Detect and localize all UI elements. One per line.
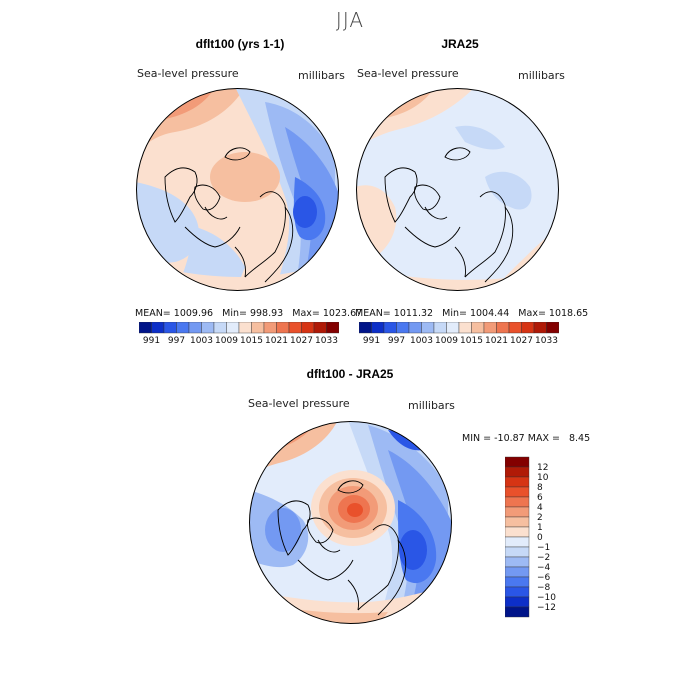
obs-colorbar-swatch — [521, 322, 535, 334]
model-colorbar-swatch — [188, 322, 202, 334]
obs-colorbar-swatch — [533, 322, 547, 334]
diff-colorbar-tick-label: 6 — [537, 493, 543, 503]
diff-colorbar-tick-label: 12 — [537, 463, 548, 473]
model-colorbar-swatch — [326, 322, 339, 334]
model-colorbar-tick-label: 997 — [168, 336, 185, 344]
model-colorbar-swatch — [313, 322, 327, 334]
diff-colorbar-swatch — [505, 506, 530, 518]
obs-colorbar-swatch — [446, 322, 460, 334]
obs-units-label: millibars — [518, 69, 565, 82]
model-colorbar-tick-label: 1015 — [240, 336, 263, 344]
diff-polar-map — [249, 421, 452, 624]
obs-colorbar-swatch — [408, 322, 422, 334]
obs-colorbar-swatch — [546, 322, 559, 334]
obs-colorbar-tick-label: 1009 — [435, 336, 458, 344]
diff-units-label: millibars — [408, 399, 455, 412]
diff-colorbar-tick-label: −10 — [537, 593, 556, 603]
obs-colorbar-swatch — [371, 322, 385, 334]
obs-colorbar: 991 997 1003 1009 1015 1021 1027 1033 — [359, 322, 559, 344]
diff-colorbar-swatch — [505, 546, 530, 558]
diff-colorbar-tick-label: 8 — [537, 483, 543, 493]
obs-colorbar-tick-label: 991 — [363, 336, 380, 344]
model-colorbar-tick-label: 1021 — [265, 336, 288, 344]
obs-polar-map — [356, 88, 559, 291]
obs-colorbar-tick-label: 1021 — [485, 336, 508, 344]
diff-colorbar-swatch — [505, 606, 530, 618]
model-variable-label: Sea-level pressure — [137, 67, 239, 80]
model-colorbar-swatch — [201, 322, 215, 334]
diff-colorbar-swatch — [505, 456, 530, 468]
model-units-label: millibars — [298, 69, 345, 82]
model-colorbar-tick-label: 1003 — [190, 336, 213, 344]
obs-colorbar-tick-label: 997 — [388, 336, 405, 344]
diff-colorbar-swatch — [505, 536, 530, 548]
model-colorbar-swatch — [226, 322, 240, 334]
obs-stats: MEAN= 1011.32 Min= 1004.44 Max= 1018.65 — [355, 308, 589, 319]
obs-colorbar-swatch — [396, 322, 410, 334]
model-colorbar: 991 997 1003 1009 1015 1021 1027 1033 — [139, 322, 339, 344]
obs-variable-label: Sea-level pressure — [357, 67, 459, 80]
obs-colorbar-tick-label: 1027 — [510, 336, 533, 344]
diff-colorbar-tick-label: −6 — [537, 573, 551, 583]
obs-colorbar-tick-label: 1015 — [460, 336, 483, 344]
obs-colorbar-swatch — [508, 322, 522, 334]
diff-colorbar-tick-label: −4 — [537, 563, 551, 573]
diff-colorbar-swatch — [505, 516, 530, 528]
model-colorbar-swatch — [288, 322, 302, 334]
diff-colorbar-tick-label: 4 — [537, 503, 543, 513]
obs-colorbar-swatch — [483, 322, 497, 334]
model-colorbar-swatch — [276, 322, 290, 334]
diff-colorbar-tick-label: 1 — [537, 523, 543, 533]
model-colorbar-tick-label: 1027 — [290, 336, 313, 344]
model-panel-title: dflt100 (yrs 1-1) — [195, 37, 285, 51]
obs-panel-title: JRA25 — [441, 37, 479, 51]
model-polar-map — [136, 88, 339, 291]
diff-colorbar-tick-label: 0 — [537, 533, 543, 543]
diff-colorbar-tick-label: 10 — [537, 473, 549, 483]
model-colorbar-swatch — [251, 322, 265, 334]
model-stats: MEAN= 1009.96 Min= 998.93 Max= 1023.67 — [135, 308, 363, 319]
diff-variable-label: Sea-level pressure — [248, 397, 350, 410]
diff-colorbar-swatch — [505, 496, 530, 508]
diff-colorbar-swatch — [505, 526, 530, 538]
obs-colorbar-swatch — [496, 322, 510, 334]
model-colorbar-swatch — [213, 322, 227, 334]
obs-colorbar-swatch — [458, 322, 472, 334]
diff-colorbar-tick-label: 2 — [537, 513, 543, 523]
diff-colorbar-swatch — [505, 586, 530, 598]
model-colorbar-swatch — [301, 322, 315, 334]
model-colorbar-swatch — [176, 322, 190, 334]
diff-stats: MIN = -10.87 MAX = 8.45 — [462, 433, 591, 444]
diff-colorbar-tick-label: −12 — [537, 603, 556, 613]
diff-colorbar-swatch — [505, 476, 530, 488]
diff-colorbar-swatch — [505, 596, 530, 608]
model-colorbar-tick-label: 1033 — [315, 336, 338, 344]
diff-panel-title: dflt100 - JRA25 — [306, 367, 394, 381]
obs-colorbar-swatch — [383, 322, 397, 334]
obs-colorbar-swatch — [433, 322, 447, 334]
model-colorbar-swatch — [139, 322, 152, 334]
diff-colorbar-swatch — [505, 576, 530, 588]
model-colorbar-swatch — [238, 322, 252, 334]
obs-colorbar-tick-label: 1003 — [410, 336, 433, 344]
model-colorbar-tick-label: 1009 — [215, 336, 238, 344]
model-colorbar-tick-label: 991 — [143, 336, 160, 344]
season-title: JJA — [335, 8, 365, 32]
obs-colorbar-tick-label: 1033 — [535, 336, 558, 344]
diff-colorbar-swatch — [505, 566, 530, 578]
diff-colorbar-tick-label: −2 — [537, 553, 550, 563]
model-colorbar-swatch — [263, 322, 277, 334]
obs-colorbar-swatch — [471, 322, 485, 334]
obs-colorbar-swatch — [359, 322, 372, 334]
obs-colorbar-swatch — [421, 322, 435, 334]
diff-colorbar-swatch — [505, 556, 530, 568]
diff-colorbar-tick-label: −8 — [537, 583, 551, 593]
model-colorbar-swatch — [151, 322, 165, 334]
model-colorbar-swatch — [163, 322, 177, 334]
diff-colorbar-swatch — [505, 466, 530, 478]
diff-colorbar-swatch — [505, 486, 530, 498]
diff-colorbar-tick-label: −1 — [537, 543, 550, 553]
